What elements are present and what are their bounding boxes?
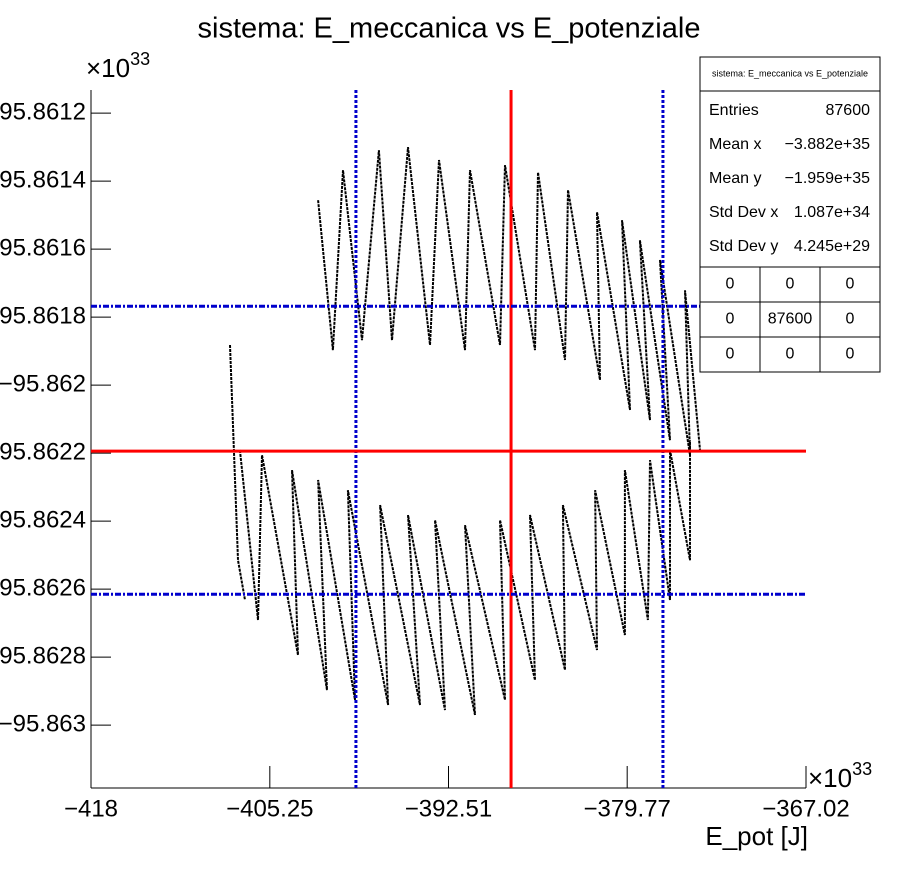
stats-cell: 0 [726,346,735,363]
y-tick-label: −95.8614 [0,166,86,193]
stats-value: −1.959e+35 [785,170,871,187]
stats-cell: 0 [786,276,795,293]
data-trace [317,146,701,456]
chart-title: sistema: E_meccanica vs E_potenziale [198,13,701,45]
data-trace [229,344,246,601]
y-tick-label: −95.8628 [0,642,86,669]
stats-key: Entries [709,102,759,119]
y-tick-label: −95.8616 [0,234,86,261]
stats-value: −3.882e+35 [785,136,871,153]
x-multiplier: ×1033 [808,759,872,793]
plot-area: −95.8612 −95.8614 −95.8616 −95.8618 −95.862 −… [0,90,850,822]
stats-cell: 0 [726,311,735,328]
stats-cell: 0 [846,311,855,328]
stats-title: sistema: E_meccanica vs E_potenziale [712,68,868,78]
stats-value: 87600 [826,102,871,119]
y-multiplier: ×1033 [86,49,150,83]
y-tick-label: −95.8612 [0,98,86,125]
y-tick-label: −95.8624 [0,506,86,533]
stats-cell: 87600 [768,311,813,328]
y-tick-label: −95.8626 [0,574,86,601]
stats-box: sistema: E_meccanica vs E_potenziale Entr… [699,56,881,373]
stats-cell: 0 [846,346,855,363]
stats-key: Mean y [709,170,761,187]
stats-key: Mean x [709,136,761,153]
stats-key: Std Dev x [709,204,778,221]
x-multiplier-power: 33 [852,759,872,779]
stats-cell: 0 [786,346,795,363]
stats-cell: 0 [726,276,735,293]
x-tick-label: −405.25 [226,795,313,822]
x-tick-label: −367.02 [762,795,849,822]
stats-cell: 0 [846,276,855,293]
x-tick-label: −379.77 [583,795,670,822]
x-axis-label: E_pot [J] [705,821,808,851]
y-tick-label: −95.862 [0,370,86,397]
stats-value: 4.245e+29 [794,238,870,255]
y-tick-label: −95.8622 [0,438,86,465]
y-multiplier-base: ×10 [86,53,130,83]
y-tick-label: −95.863 [0,710,86,737]
x-tick-label: −418 [64,795,118,822]
x-multiplier-base: ×10 [808,763,852,793]
stats-value: 1.087e+34 [794,204,870,221]
x-tick-label: −392.51 [405,795,492,822]
y-multiplier-power: 33 [130,49,150,69]
y-tick-label: −95.8618 [0,302,86,329]
data-trace [238,440,691,716]
stats-key: Std Dev y [709,238,778,255]
stats-frame [699,56,881,373]
